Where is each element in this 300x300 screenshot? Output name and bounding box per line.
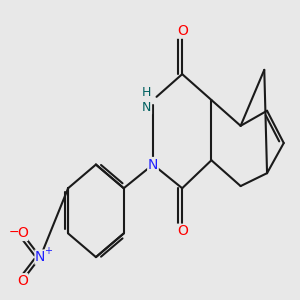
Text: +: +: [44, 246, 52, 256]
Text: N: N: [148, 158, 158, 172]
Text: O: O: [177, 24, 188, 38]
Text: −: −: [9, 225, 20, 239]
Text: O: O: [17, 226, 28, 240]
Text: N: N: [35, 250, 46, 264]
Text: O: O: [177, 224, 188, 238]
Text: O: O: [17, 274, 28, 288]
Text: H
N: H N: [142, 86, 152, 114]
